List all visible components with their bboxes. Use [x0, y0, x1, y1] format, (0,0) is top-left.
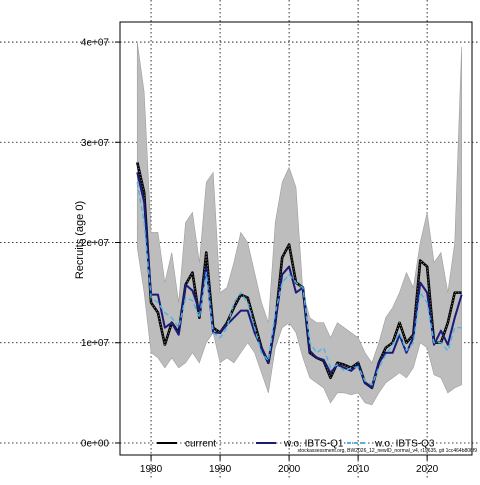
y-tick-label: 3e+07 [81, 138, 110, 149]
legend-label-0: current [185, 439, 216, 450]
x-tick-label: 2000 [278, 464, 301, 475]
x-tick-label: 2010 [347, 464, 370, 475]
confidence-band [136, 42, 462, 406]
x-tick-label: 1990 [209, 464, 232, 475]
y-tick-label: 4e+07 [81, 38, 110, 49]
y-axis-label: Recruits (age 0) [74, 201, 86, 279]
y-tick-label: 1e+07 [81, 338, 110, 349]
y-tick-label: 2e+07 [81, 238, 110, 249]
series-line-2 [136, 182, 462, 386]
legend: current w.o. IBTS-Q1 w.o. IBTS-Q3 [157, 439, 435, 450]
x-tick-label: 2020 [416, 464, 439, 475]
confidence-band-area [136, 42, 462, 406]
x-tick-label: 1980 [140, 464, 163, 475]
legend-label-2: w.o. IBTS-Q3 [374, 439, 435, 450]
plot-frame [119, 21, 473, 456]
y-tick-label: 0e+00 [81, 438, 110, 449]
series-line-0-overlay [136, 162, 462, 389]
footnote: stockassessment.org, BW2026_12_newID_nor… [297, 448, 477, 454]
series-lines [135, 162, 463, 390]
legend-label-1: w.o. IBTS-Q1 [283, 439, 344, 450]
axes: 0e+00 1e+07 2e+07 3e+07 4e+07 1980 1990 2000 201… [81, 21, 473, 475]
